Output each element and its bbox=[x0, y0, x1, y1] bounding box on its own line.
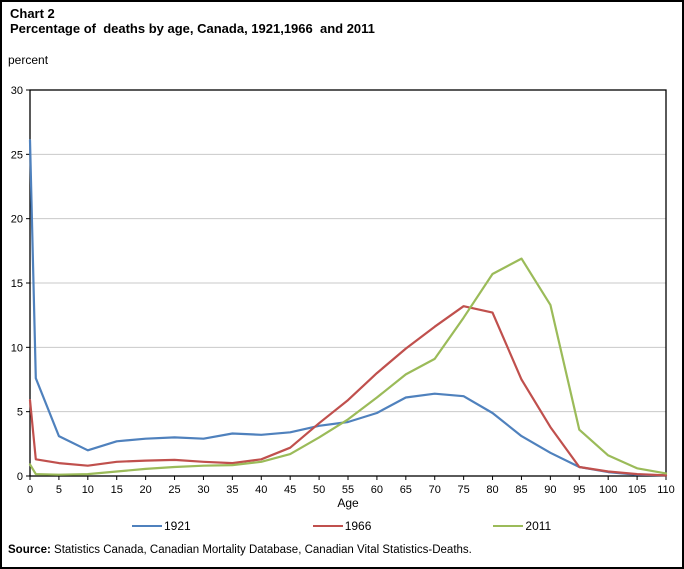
x-tick-label-10: 10 bbox=[82, 484, 94, 496]
y-axis-unit-label: percent bbox=[8, 53, 49, 67]
x-tick-label-60: 60 bbox=[371, 484, 383, 496]
legend-label-1966: 1966 bbox=[344, 519, 372, 533]
x-tick-label-110: 110 bbox=[657, 484, 675, 496]
y-tick-label-30: 30 bbox=[11, 85, 23, 97]
legend: 1921 1966 2011 bbox=[0, 519, 684, 533]
x-tick-label-100: 100 bbox=[599, 484, 617, 496]
chart-title: Chart 2 bbox=[10, 6, 55, 21]
x-tick-label-40: 40 bbox=[255, 484, 267, 496]
x-tick-label-30: 30 bbox=[197, 484, 209, 496]
legend-item-2011[interactable]: 2011 bbox=[493, 519, 551, 533]
x-tick-label-75: 75 bbox=[458, 484, 470, 496]
legend-item-1966[interactable]: 1966 bbox=[312, 519, 372, 533]
source-label: Source: bbox=[8, 544, 51, 556]
legend-label-2011: 2011 bbox=[525, 519, 552, 533]
x-axis-title: Age bbox=[337, 496, 359, 510]
legend-line-swatch-2011 bbox=[493, 525, 524, 527]
legend-item-1921[interactable]: 1921 bbox=[132, 519, 191, 533]
legend-line-swatch-1966 bbox=[312, 525, 343, 527]
legend-line-swatch-1921 bbox=[132, 525, 162, 527]
x-tick-label-25: 25 bbox=[168, 484, 180, 496]
y-tick-label-0: 0 bbox=[17, 471, 23, 483]
y-tick-label-20: 20 bbox=[11, 214, 23, 226]
series-line-1966[interactable] bbox=[28, 305, 668, 477]
source-text: Statistics Canada, Canadian Mortality Da… bbox=[50, 544, 472, 556]
x-tick-label-35: 35 bbox=[226, 484, 238, 496]
y-tick-label-15: 15 bbox=[11, 278, 23, 290]
series-line-2011[interactable] bbox=[28, 257, 668, 476]
legend-label-1921: 1921 bbox=[164, 519, 191, 533]
x-tick-label-50: 50 bbox=[313, 484, 325, 496]
y-tick-label-10: 10 bbox=[11, 342, 23, 354]
x-tick-label-45: 45 bbox=[284, 484, 296, 496]
x-tick-label-0: 0 bbox=[27, 484, 33, 496]
chart-subtitle: Percentage of deaths by age, Canada, 192… bbox=[10, 21, 375, 36]
y-tick-label-5: 5 bbox=[17, 407, 23, 419]
x-tick-label-85: 85 bbox=[515, 484, 527, 496]
x-tick-label-70: 70 bbox=[429, 484, 441, 496]
x-tick-label-90: 90 bbox=[544, 484, 556, 496]
x-tick-label-80: 80 bbox=[486, 484, 498, 496]
x-tick-label-5: 5 bbox=[56, 484, 62, 496]
x-tick-label-105: 105 bbox=[628, 484, 646, 496]
y-tick-label-25: 25 bbox=[11, 149, 23, 161]
source-note: Source: Statistics Canada, Canadian Mort… bbox=[8, 544, 472, 556]
series-line-1921[interactable] bbox=[28, 139, 668, 477]
x-tick-label-15: 15 bbox=[111, 484, 123, 496]
x-tick-label-65: 65 bbox=[400, 484, 412, 496]
x-tick-label-20: 20 bbox=[140, 484, 152, 496]
x-tick-label-55: 55 bbox=[342, 484, 354, 496]
x-tick-label-95: 95 bbox=[573, 484, 585, 496]
